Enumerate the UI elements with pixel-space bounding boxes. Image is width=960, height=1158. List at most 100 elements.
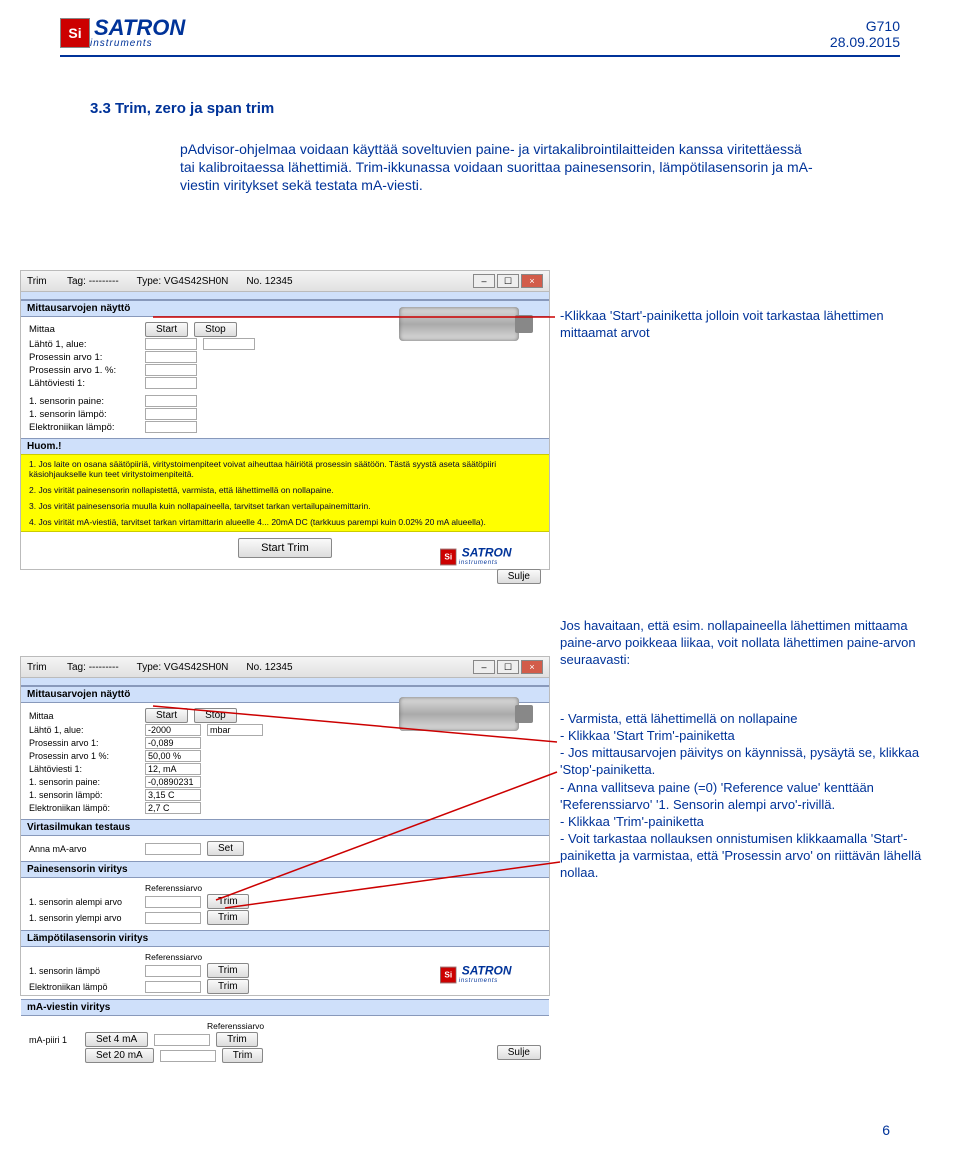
sulje-button[interactable]: Sulje (497, 1045, 541, 1060)
value-field[interactable]: -0,089 USER (145, 737, 201, 749)
value-field[interactable] (145, 338, 197, 350)
stop-button[interactable]: Stop (194, 322, 237, 337)
value-field[interactable] (145, 421, 197, 433)
value-field[interactable] (145, 912, 201, 924)
value-field[interactable]: 3,15 C (145, 789, 201, 801)
logo-sub: instruments (459, 977, 512, 984)
type-val: VG4S42SH0N (164, 276, 228, 287)
value-field[interactable]: 50,00 % (145, 750, 201, 762)
no-label: No. (246, 662, 262, 673)
intro: pAdvisor-ohjelmaa voidaan käyttää sovelt… (180, 140, 820, 195)
window-titlebar: Trim Tag: --------- Type: VG4S42SH0N No.… (21, 271, 549, 292)
huom-item: 3. Jos virität painesensoria muulla kuin… (29, 501, 541, 511)
virt-title: Virtasilmukan testaus (21, 819, 549, 836)
value-field[interactable] (145, 896, 201, 908)
value-field[interactable] (154, 1034, 210, 1046)
trim-button[interactable]: Trim (222, 1048, 264, 1063)
logo-name: SATRON (462, 548, 512, 559)
annotation-2-list: - Varmista, että lähettimellä on nollapa… (560, 710, 950, 882)
trim-button[interactable]: Trim (207, 979, 249, 994)
ref-label: Referenssiarvo (207, 1021, 263, 1031)
value-field[interactable] (145, 364, 197, 376)
mittaa-label: Mittaa (29, 324, 139, 335)
tag-label: Tag: (67, 276, 86, 287)
header-right: G710 28.09.2015 (830, 18, 900, 50)
logo-square-icon: Si (440, 967, 457, 984)
trim-button[interactable]: Trim (207, 963, 249, 978)
logo-square: Si (60, 18, 90, 48)
row-label: 1. sensorin lämpö (29, 966, 139, 976)
tag-label: Tag: (67, 662, 86, 673)
max-icon[interactable]: ☐ (497, 274, 519, 288)
value-field[interactable] (145, 965, 201, 977)
close-icon[interactable]: × (521, 660, 543, 674)
value-field[interactable]: 12, mA (145, 763, 201, 775)
row-label: 1. sensorin lämpö: (29, 409, 139, 420)
trim-button[interactable]: Trim (216, 1032, 258, 1047)
start-trim-button[interactable]: Start Trim (238, 538, 332, 558)
annotation-item: - Anna vallitseva paine (=0) 'Reference … (560, 779, 950, 813)
huom-item: 1. Jos laite on osana säätöpiiriä, virit… (29, 459, 541, 479)
max-icon[interactable]: ☐ (497, 660, 519, 674)
value-field[interactable] (145, 395, 197, 407)
trim-button[interactable]: Trim (207, 910, 249, 925)
value-field[interactable]: -2000 (145, 724, 201, 736)
min-icon[interactable]: – (473, 274, 495, 288)
row-label: Prosessin arvo 1 %: (29, 751, 139, 761)
row-label: mA-piiri 1 (29, 1035, 79, 1045)
row-label: Prosessin arvo 1. %: (29, 365, 139, 376)
value-field[interactable]: -0,0890231 mbar (145, 776, 201, 788)
row-label: 1. sensorin paine: (29, 777, 139, 787)
logo-name: SATRON (462, 966, 512, 977)
row-label: Lähtö 1, alue: (29, 339, 139, 350)
row-label: 1. sensorin lämpö: (29, 790, 139, 800)
annotation-item: - Klikkaa 'Start Trim'-painiketta (560, 727, 950, 744)
close-icon[interactable]: × (521, 274, 543, 288)
value-field[interactable] (145, 351, 197, 363)
logo-square-icon: Si (440, 549, 457, 566)
set-button[interactable]: Set (207, 841, 244, 856)
tag-val: --------- (89, 662, 119, 673)
set4-button[interactable]: Set 4 mA (85, 1032, 148, 1047)
value-field[interactable] (145, 981, 201, 993)
set20-button[interactable]: Set 20 mA (85, 1048, 154, 1063)
paines-title: Painesensorin viritys (21, 861, 549, 878)
stop-button[interactable]: Stop (194, 708, 237, 723)
value-field[interactable]: mbar (207, 724, 263, 736)
value-field[interactable]: 2,7 C (145, 802, 201, 814)
type-label: Type: (137, 276, 161, 287)
sulje-button[interactable]: Sulje (497, 569, 541, 584)
no-val: 12345 (265, 276, 293, 287)
screenshot-trim-2: Trim Tag: --------- Type: VG4S42SH0N No.… (20, 656, 550, 996)
toolbar-strip (21, 292, 549, 300)
start-button[interactable]: Start (145, 708, 188, 723)
row-label: Elektroniikan lämpö (29, 982, 139, 992)
annotation-item: - Jos mittausarvojen päivitys on käynnis… (560, 744, 950, 778)
value-field[interactable] (203, 338, 255, 350)
trim-button[interactable]: Trim (207, 894, 249, 909)
annotation-item: - Voit tarkastaa nollauksen onnistumisen… (560, 830, 950, 881)
huom-body: 1. Jos laite on osana säätöpiiriä, virit… (21, 454, 549, 532)
doc-code: G710 (830, 18, 900, 34)
win-title-text: Trim (27, 276, 67, 287)
logo: Si SATRON instruments (60, 18, 185, 49)
win-title-text: Trim (27, 662, 67, 673)
ma-title: mA-viestin viritys (21, 999, 549, 1016)
sensor-image (399, 307, 519, 341)
value-field[interactable] (145, 408, 197, 420)
lampo-title: Lämpötilasensorin viritys (21, 930, 549, 947)
value-field[interactable] (160, 1050, 216, 1062)
annotation-item: - Varmista, että lähettimellä on nollapa… (560, 710, 950, 727)
row-label: Lähtöviesti 1: (29, 378, 139, 389)
annotation-item: - Klikkaa 'Trim'-painiketta (560, 813, 950, 830)
value-field[interactable] (145, 843, 201, 855)
row-label: Elektroniikan lämpö: (29, 422, 139, 433)
no-label: No. (246, 276, 262, 287)
start-button[interactable]: Start (145, 322, 188, 337)
logo-name: SATRON (94, 18, 185, 38)
huom-item: 2. Jos virität painesensorin nollapistet… (29, 485, 541, 495)
value-field[interactable] (145, 377, 197, 389)
min-icon[interactable]: – (473, 660, 495, 674)
section-title: 3.3 Trim, zero ja span trim (90, 100, 274, 117)
ref-label: Referenssiarvo (145, 883, 201, 893)
